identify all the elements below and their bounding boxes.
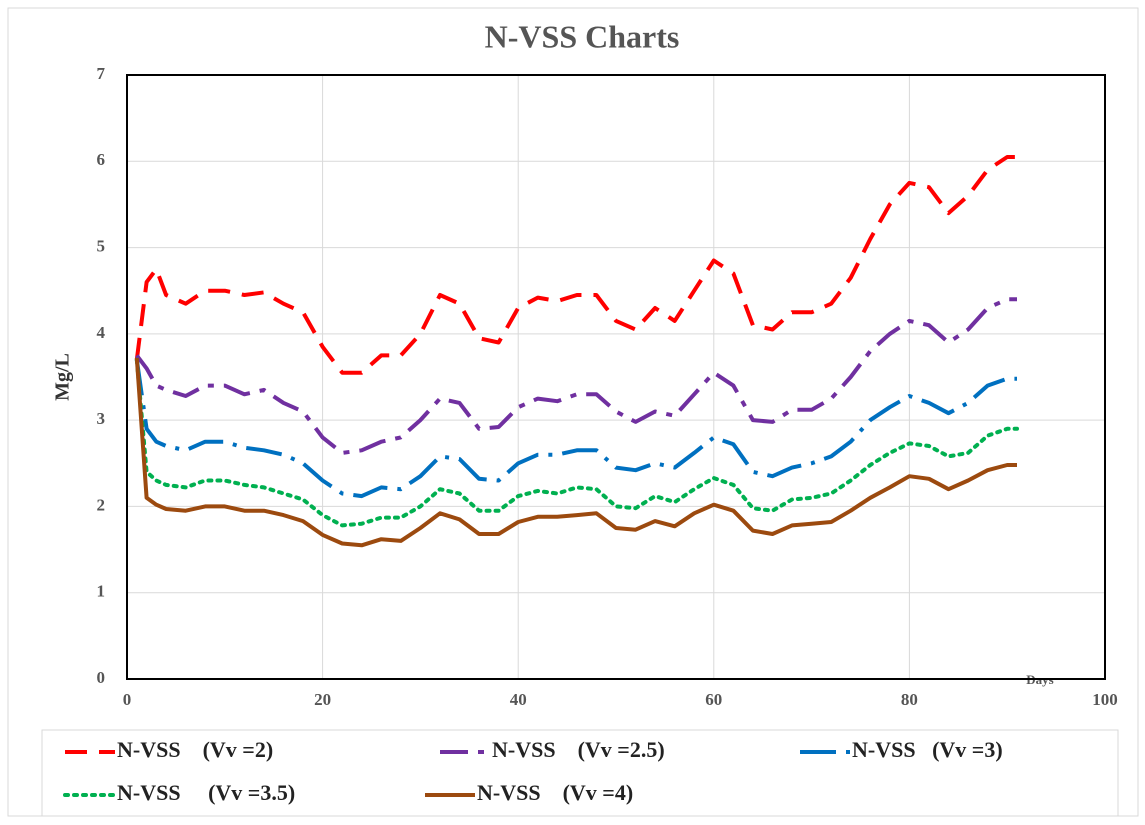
y-axis-label: Mg/L <box>52 353 74 401</box>
series-line <box>134 359 1017 499</box>
legend-label: N-VSS (Vv =2) <box>117 737 273 762</box>
y-tick-label: 2 <box>97 495 106 514</box>
plot-frame <box>126 74 1106 680</box>
x-tick-label: 40 <box>510 690 527 709</box>
y-tick-label: 3 <box>97 409 106 428</box>
y-tick-label: 1 <box>97 582 106 601</box>
chart-border <box>7 7 1139 817</box>
y-tick-label: 5 <box>97 236 106 255</box>
y-tick-label: 6 <box>97 150 106 169</box>
legend-label: N-VSS (Vv =2.5) <box>492 737 665 762</box>
series-line <box>134 357 1019 528</box>
legend-label: N-VSS (Vv =3.5) <box>117 780 295 805</box>
y-tick-label: 7 <box>97 64 106 83</box>
x-tick-label: 100 <box>1092 690 1118 709</box>
x-tick-label: 0 <box>123 690 132 709</box>
y-tick-label: 0 <box>97 668 106 687</box>
series-line <box>135 297 1017 455</box>
legend-box <box>41 729 1119 817</box>
x-tick-label: 80 <box>901 690 918 709</box>
y-tick-label: 4 <box>97 323 106 342</box>
series-line <box>134 357 1017 548</box>
x-tick-label: 60 <box>705 690 722 709</box>
series-line <box>134 155 1017 375</box>
chart-title: N-VSS Charts <box>485 18 680 54</box>
legend-label: N-VSS (Vv =3) <box>852 737 1003 762</box>
x-tick-label: 20 <box>314 690 331 709</box>
legend-label: N-VSS (Vv =4) <box>477 780 633 805</box>
